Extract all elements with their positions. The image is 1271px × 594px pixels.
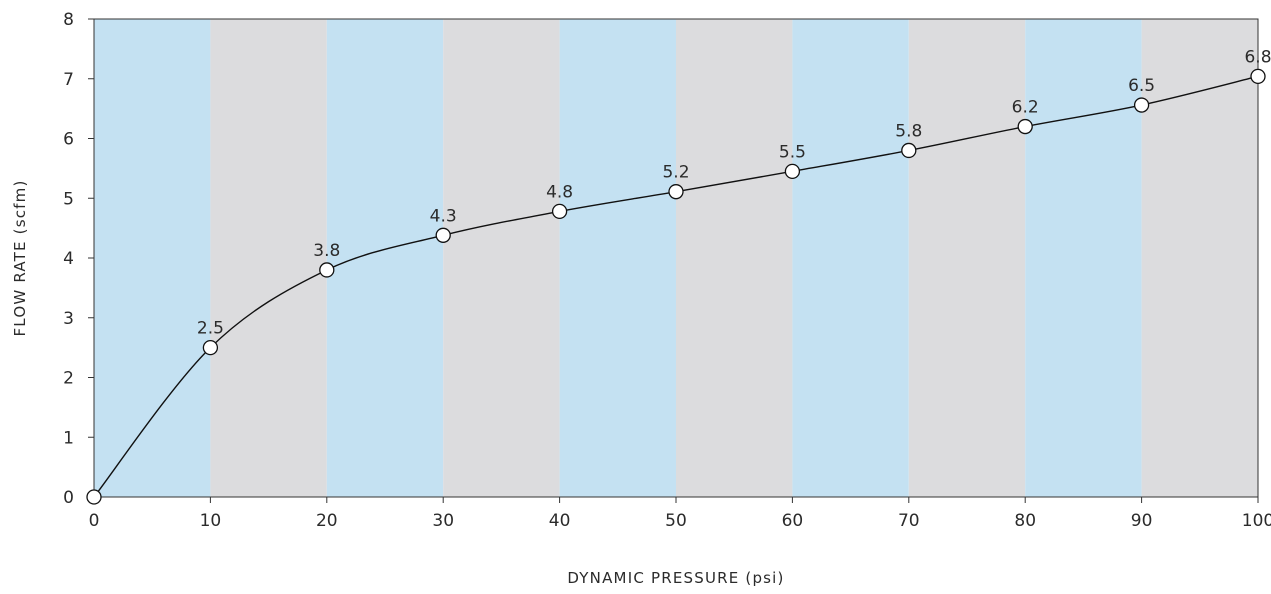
y-tick-label: 2 xyxy=(63,369,74,389)
background-band xyxy=(792,19,909,497)
data-point xyxy=(551,203,568,220)
background-band xyxy=(210,19,327,497)
data-point xyxy=(86,489,102,505)
background-band xyxy=(1141,19,1258,497)
data-label: 4.3 xyxy=(430,206,457,226)
data-point xyxy=(1017,118,1033,135)
data-label: 3.8 xyxy=(313,241,340,261)
x-tick-label: 70 xyxy=(898,511,920,531)
x-tick-label: 50 xyxy=(665,511,687,531)
x-tick-label: 90 xyxy=(1131,511,1153,531)
data-label: 2.5 xyxy=(197,319,224,339)
data-label: 6.8 xyxy=(1244,47,1271,67)
series-line xyxy=(93,75,1259,498)
y-tick-label: 8 xyxy=(63,10,74,30)
data-label: 6.2 xyxy=(1012,98,1039,118)
x-tick-label: 80 xyxy=(1014,511,1036,531)
data-point xyxy=(202,339,219,356)
background-band xyxy=(443,19,560,497)
y-tick-label: 7 xyxy=(63,70,74,90)
background-band xyxy=(94,19,211,497)
y-tick-label: 6 xyxy=(63,130,74,150)
data-point xyxy=(901,142,917,159)
data-labels: 2.5 3.8 4.3 4.8 5.2 5.5 5.8 6.2 6.5 6.8 xyxy=(197,47,1271,338)
background-band xyxy=(908,19,1026,497)
x-tick-label: 20 xyxy=(316,511,338,531)
x-tick-label: 60 xyxy=(782,511,804,531)
data-label: 5.5 xyxy=(779,142,806,162)
data-label: 4.8 xyxy=(546,182,573,202)
data-point xyxy=(784,163,801,180)
y-tick-label: 5 xyxy=(63,189,74,209)
y-tick-label: 1 xyxy=(63,428,74,448)
background-band xyxy=(326,19,444,497)
data-label: 5.2 xyxy=(662,163,689,183)
x-tick-label: 10 xyxy=(200,511,222,531)
data-point xyxy=(319,262,335,278)
x-tick-label: 30 xyxy=(432,511,454,531)
y-axis: 0 1 2 3 4 5 6 7 8 xyxy=(63,10,94,508)
x-tick-label: 0 xyxy=(89,511,100,531)
x-axis: 0 10 20 30 40 50 60 70 80 90 100 xyxy=(89,497,1271,531)
y-tick-label: 0 xyxy=(63,488,74,508)
data-point xyxy=(1250,68,1266,85)
y-axis-title: FLOW RATE (scfm) xyxy=(11,179,29,336)
x-axis-title: DYNAMIC PRESSURE (psi) xyxy=(567,569,784,587)
background-band xyxy=(559,19,676,497)
data-points xyxy=(86,68,1266,505)
background-band xyxy=(676,19,793,497)
background-band xyxy=(1025,19,1142,497)
y-tick-label: 4 xyxy=(63,249,74,269)
data-label: 6.5 xyxy=(1128,76,1155,96)
data-label: 5.8 xyxy=(895,121,922,141)
y-tick-label: 3 xyxy=(63,309,74,329)
background-bands xyxy=(94,19,1258,497)
data-point xyxy=(435,227,451,243)
x-tick-label: 40 xyxy=(549,511,571,531)
data-point xyxy=(668,184,684,200)
x-tick-label: 100 xyxy=(1242,511,1271,531)
data-point xyxy=(1133,97,1150,113)
